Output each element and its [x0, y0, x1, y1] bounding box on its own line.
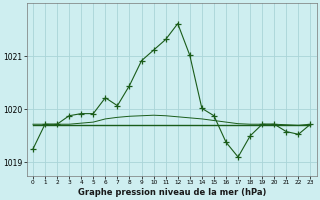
X-axis label: Graphe pression niveau de la mer (hPa): Graphe pression niveau de la mer (hPa) [77, 188, 266, 197]
